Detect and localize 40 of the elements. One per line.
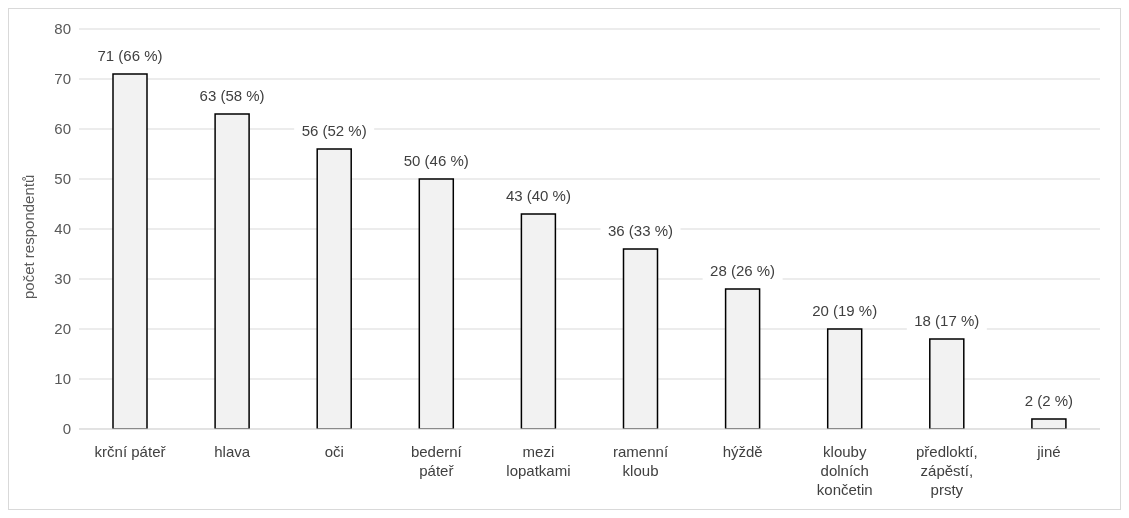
y-tick-label: 60 xyxy=(54,120,71,138)
bar xyxy=(214,113,250,429)
y-axis-title: počet respondentů xyxy=(20,174,38,299)
data-label: 20 (19 %) xyxy=(812,302,878,319)
bar xyxy=(316,148,352,429)
y-tick-label: 10 xyxy=(54,370,71,388)
x-tick-label: hýždě xyxy=(722,443,763,460)
bar xyxy=(418,178,455,429)
bar xyxy=(724,288,761,429)
data-label: 18 (17 %) xyxy=(914,312,980,329)
bar xyxy=(112,73,148,429)
bar xyxy=(929,338,965,429)
x-tick-label: krční páteř xyxy=(94,443,167,460)
y-tick-label: 50 xyxy=(54,170,71,188)
bar xyxy=(622,248,659,429)
x-tick-label: hlava xyxy=(214,443,251,460)
bar xyxy=(826,328,863,429)
x-tick-label: oči xyxy=(324,443,344,460)
x-tick-label: mezi lopatkami xyxy=(506,443,571,479)
y-tick-label: 40 xyxy=(54,220,71,238)
data-label: 50 (46 %) xyxy=(403,152,469,169)
x-tick-label: bederní páteř xyxy=(410,443,463,479)
data-label: 56 (52 %) xyxy=(301,122,367,139)
data-label: 2 (2 %) xyxy=(1024,392,1074,409)
data-label: 63 (58 %) xyxy=(199,87,265,104)
x-tick-label: jiné xyxy=(1036,443,1061,460)
y-tick-label: 80 xyxy=(54,20,71,38)
y-tick-label: 20 xyxy=(54,320,71,338)
bar xyxy=(520,213,557,429)
y-tick-label: 70 xyxy=(54,70,71,88)
x-tick-label: klouby dolních končetin xyxy=(816,443,873,498)
x-tick-label: předloktí, zápěstí, prsty xyxy=(916,443,978,498)
data-label: 71 (66 %) xyxy=(97,47,163,64)
data-label: 28 (26 %) xyxy=(710,262,776,279)
bar xyxy=(1031,418,1067,429)
x-tick-label: ramenní kloub xyxy=(613,443,669,479)
y-tick-label: 30 xyxy=(54,270,71,288)
y-tick-label: 0 xyxy=(62,420,71,438)
data-label: 43 (40 %) xyxy=(505,187,571,204)
data-label: 36 (33 %) xyxy=(607,222,674,239)
